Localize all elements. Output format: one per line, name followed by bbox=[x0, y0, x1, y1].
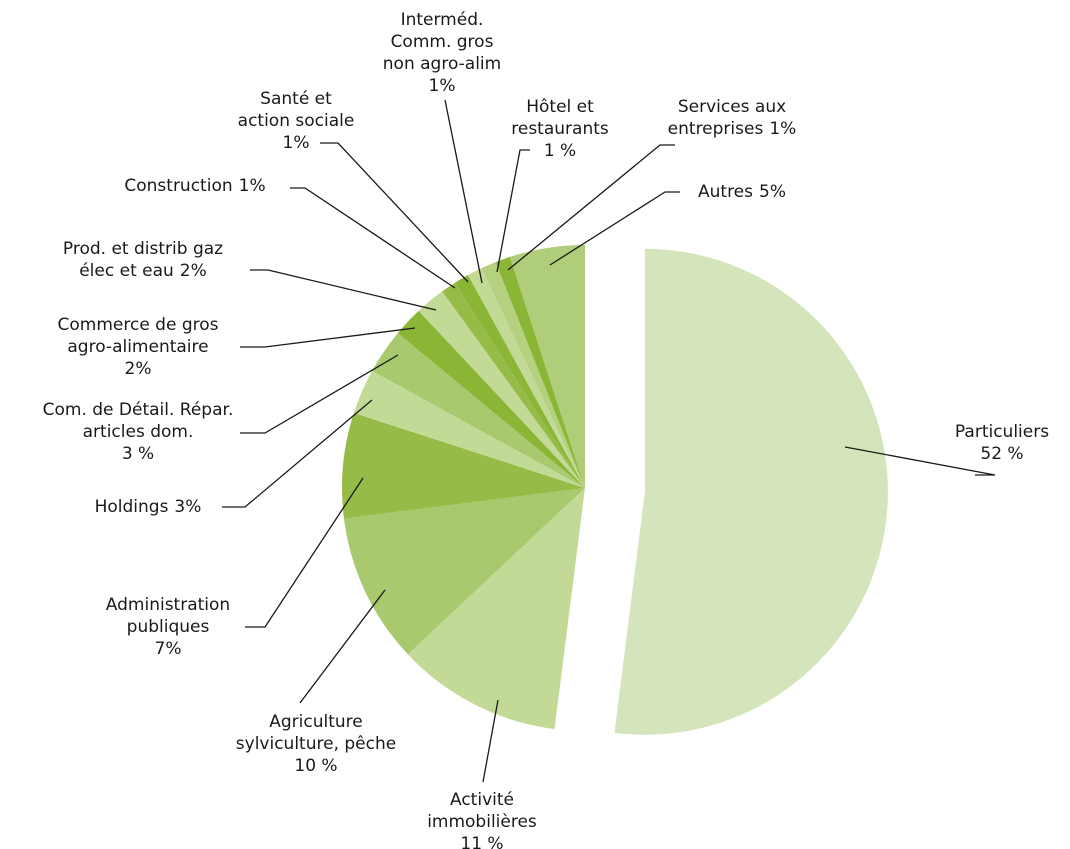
value-label: 1% bbox=[283, 133, 310, 153]
category-label: Autres bbox=[698, 182, 753, 202]
slice-label: Services aux entreprises 1% bbox=[668, 97, 797, 139]
category-label: Interméd. Comm. gros non agro-alim bbox=[383, 10, 501, 74]
leader-line bbox=[507, 144, 675, 271]
pie-slice bbox=[372, 333, 585, 488]
leader-line bbox=[320, 142, 469, 283]
value-label: 1% bbox=[239, 176, 266, 196]
leader-line bbox=[290, 187, 456, 289]
category-label: Activité immobilières bbox=[427, 790, 537, 832]
category-label: Particuliers bbox=[955, 422, 1049, 442]
pie-slice bbox=[454, 275, 585, 488]
pie-slice bbox=[614, 248, 888, 735]
value-label: 7% bbox=[155, 639, 182, 659]
pie-slice bbox=[343, 488, 585, 655]
pie-slice bbox=[407, 488, 585, 730]
value-label: 1 % bbox=[544, 141, 576, 161]
slice-label: Com. de Détail. Répar. articles dom.3 % bbox=[43, 400, 234, 464]
category-label: Com. de Détail. Répar. articles dom. bbox=[43, 400, 234, 442]
pie-slice bbox=[397, 310, 585, 488]
pie-slice bbox=[418, 291, 585, 488]
value-label: 2% bbox=[180, 261, 207, 281]
slice-label: Activité immobilières 11 % bbox=[427, 790, 537, 849]
slice-label: Holdings 3% bbox=[95, 497, 202, 517]
leader-line bbox=[240, 327, 416, 348]
pie-slice bbox=[353, 370, 585, 488]
leader-line bbox=[250, 269, 437, 311]
category-label: Prod. et distrib gaz élec et eau bbox=[63, 239, 223, 281]
pie-slice bbox=[495, 256, 585, 488]
leader-line bbox=[844, 446, 996, 476]
pie-slice bbox=[342, 412, 585, 519]
leader-line bbox=[222, 399, 373, 508]
value-label: 3 % bbox=[122, 444, 154, 464]
value-label: 52 % bbox=[980, 444, 1023, 464]
slice-label: Prod. et distrib gaz élec et eau 2% bbox=[63, 239, 223, 281]
category-label: Services aux entreprises bbox=[668, 97, 786, 139]
leader-line bbox=[482, 699, 499, 783]
category-label: Santé et action sociale bbox=[238, 89, 355, 131]
pie-slice bbox=[481, 262, 585, 488]
category-label: Holdings bbox=[95, 497, 169, 517]
pie-slice bbox=[509, 245, 585, 488]
leader-line bbox=[245, 477, 364, 628]
leader-line bbox=[444, 99, 483, 284]
category-label: Administration publiques bbox=[106, 595, 230, 637]
category-label: Hôtel et restaurants bbox=[511, 97, 609, 139]
value-label: 10 % bbox=[294, 756, 337, 776]
value-label: 2% bbox=[125, 359, 152, 379]
leader-line bbox=[240, 354, 399, 434]
pie-slice bbox=[442, 282, 585, 488]
leader-line bbox=[299, 589, 386, 704]
value-label: 5% bbox=[759, 182, 786, 202]
slice-label: Autres 5% bbox=[698, 182, 786, 202]
slice-label: Construction 1% bbox=[124, 176, 265, 196]
leader-line bbox=[496, 149, 530, 273]
value-label: 11 % bbox=[460, 834, 503, 849]
category-label: Agriculture sylviculture, pêche bbox=[236, 712, 396, 754]
value-label: 1% bbox=[429, 76, 456, 96]
category-label: Construction bbox=[124, 176, 232, 196]
value-label: 1% bbox=[769, 119, 796, 139]
value-label: 3% bbox=[174, 497, 201, 517]
pie-slice bbox=[467, 268, 585, 488]
leader-line bbox=[549, 191, 680, 266]
category-label: Commerce de gros agro-alimentaire bbox=[58, 315, 219, 357]
